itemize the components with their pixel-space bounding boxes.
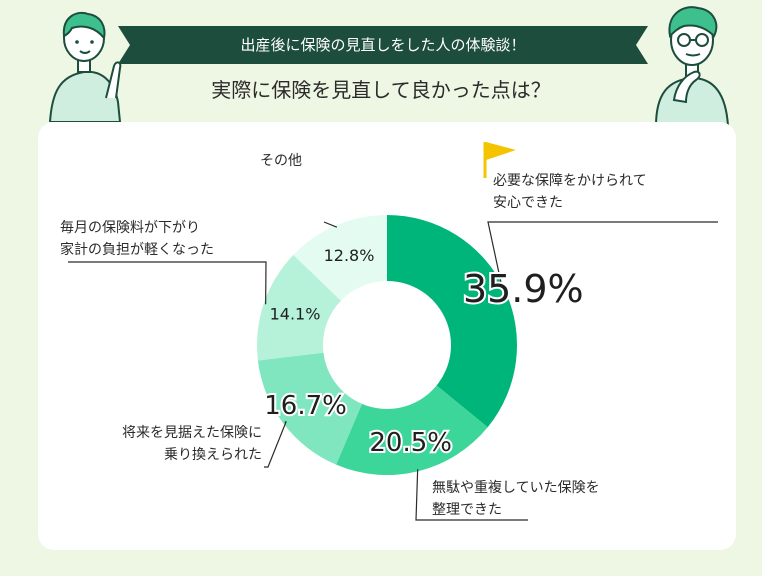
leader-line-2 (415, 469, 528, 521)
leader-line-3 (264, 421, 287, 468)
value-label-2: 20.5% (369, 428, 452, 458)
value-label-3: 16.7% (264, 391, 347, 421)
page-headline: 実際に保険を見直して良かった点は？ (211, 78, 551, 102)
donut-slice-5 (293, 215, 387, 301)
leader-line-5 (323, 221, 338, 228)
title-banner: 出産後に保険の見直しをした人の体験談！ (118, 26, 648, 64)
woman-illustration (48, 11, 122, 122)
flag-icon (486, 142, 516, 160)
chart-card: 35.9% 20.5% 16.7% 14.1% 12.8% 必要な保障をかけられて 安心… (38, 122, 736, 550)
value-label-5: 12.8% (324, 246, 375, 265)
slice-label-4: 毎月の保険料が下がり 家計の負担が軽くなった (60, 220, 214, 258)
donut-chart: 35.9% 20.5% 16.7% 14.1% 12.8% (68, 142, 718, 521)
value-label-1: 35.9% (463, 267, 584, 311)
slice-label-3: 将来を見据えた保険に 乗り換えられた (122, 425, 262, 463)
slice-label-2: 無駄や重複していた保険を 整理できた (432, 480, 600, 518)
donut-slice-1 (387, 215, 517, 428)
banner-title: 出産後に保険の見直しをした人の体験談！ (240, 36, 526, 54)
slice-label-1: 必要な保障をかけられて 安心できた (493, 173, 647, 211)
leader-line-1 (487, 221, 718, 291)
leader-line-4 (68, 261, 267, 305)
man-illustration (654, 6, 730, 126)
slice-label-5: その他 (260, 153, 302, 169)
donut-slice-2 (336, 385, 488, 475)
donut-slice-4 (257, 254, 341, 361)
donut-slice-3 (257, 352, 362, 465)
value-label-4: 14.1% (270, 305, 321, 324)
